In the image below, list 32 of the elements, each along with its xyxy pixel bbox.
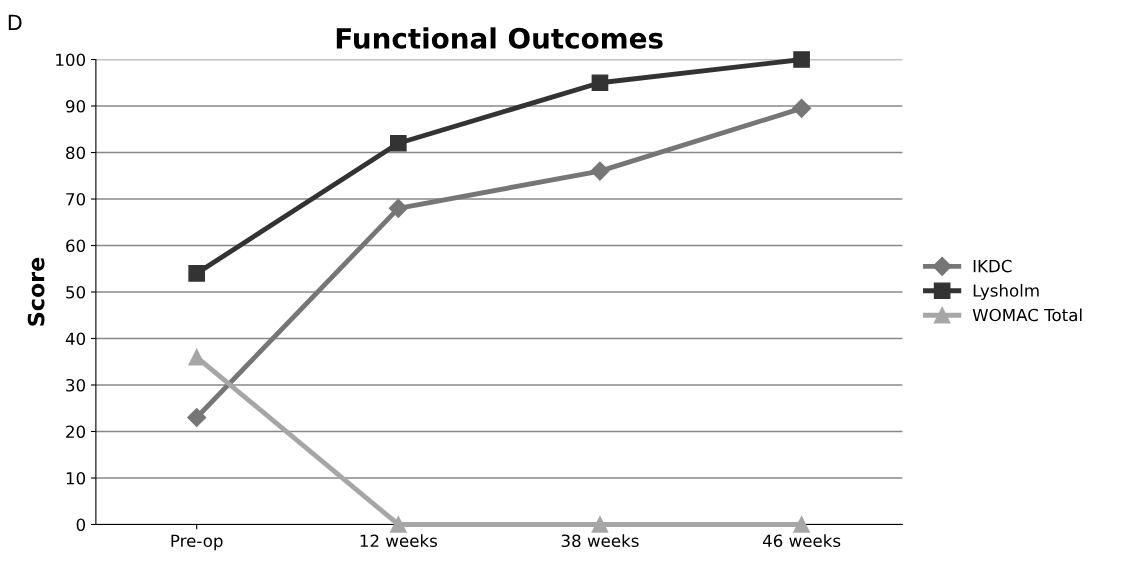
chart-title: Functional Outcomes bbox=[336, 27, 663, 49]
point bbox=[792, 98, 812, 118]
point bbox=[389, 134, 407, 152]
y-tick-label: 70 bbox=[66, 192, 86, 206]
y-tick-label: 100 bbox=[56, 53, 86, 67]
point bbox=[793, 51, 810, 68]
y-tick-label: 50 bbox=[66, 285, 86, 299]
point bbox=[187, 408, 207, 428]
y-tick-label: 40 bbox=[65, 332, 86, 346]
point bbox=[590, 161, 610, 181]
x-tick-label: 12 weeks bbox=[360, 534, 437, 548]
y-tick-label: 80 bbox=[66, 146, 86, 160]
y-tick-label: 90 bbox=[66, 99, 86, 113]
legend-label: Lysholm bbox=[973, 283, 1039, 301]
text: D bbox=[8, 14, 22, 31]
legend-label: WOMAC Total bbox=[972, 308, 1082, 322]
point bbox=[591, 516, 609, 533]
y-axis-title: Score bbox=[27, 257, 45, 326]
x-tick-label: Pre-op bbox=[171, 534, 223, 551]
point bbox=[591, 74, 609, 92]
x-tick-label: 38 weeks bbox=[561, 534, 639, 548]
point bbox=[389, 516, 407, 533]
y-tick-label: 10 bbox=[66, 471, 86, 485]
point bbox=[793, 516, 810, 533]
y-tick-label: 20 bbox=[66, 425, 86, 439]
point bbox=[388, 198, 408, 218]
y-tick-label: 30 bbox=[66, 378, 86, 392]
legend-label: IKDC bbox=[973, 259, 1012, 273]
y-tick-label: 0 bbox=[76, 518, 86, 532]
point bbox=[188, 265, 206, 282]
x-tick-label: 46 weeks bbox=[762, 534, 841, 548]
y-tick-label: 60 bbox=[66, 239, 86, 253]
